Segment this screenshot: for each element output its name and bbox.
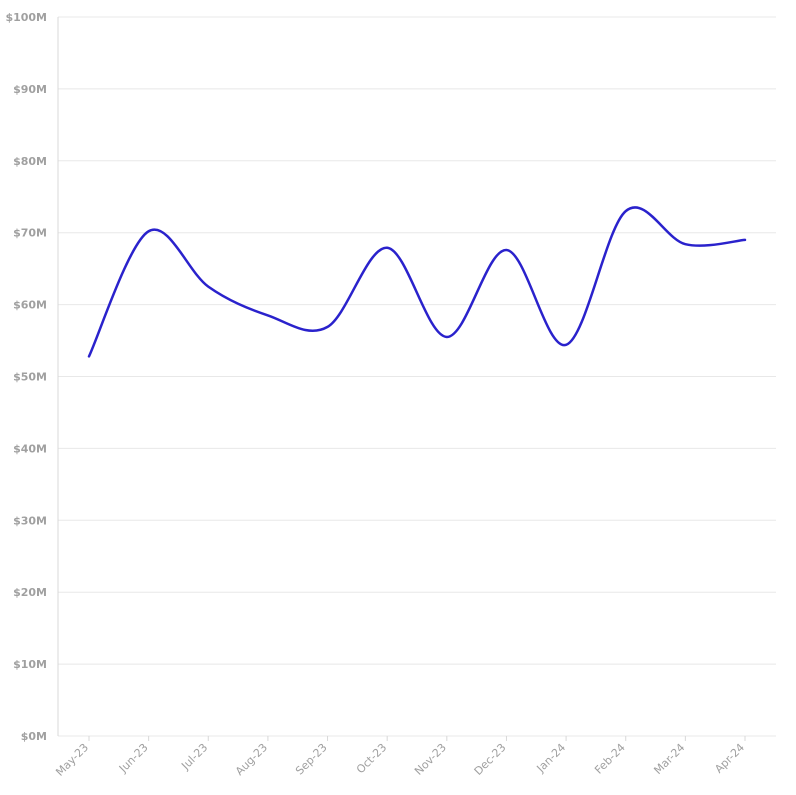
x-tick-label: Feb-24 — [592, 741, 628, 777]
x-tick-label: Sep-23 — [293, 741, 330, 778]
y-tick-label: $70M — [13, 227, 47, 240]
series-lines — [85, 206, 749, 360]
data-point[interactable] — [562, 341, 570, 349]
y-tick-label: $20M — [13, 586, 47, 599]
x-tick-label: Nov-23 — [412, 741, 449, 778]
x-tick-label: Dec-23 — [472, 741, 509, 778]
data-point[interactable] — [681, 240, 689, 248]
y-tick-label: $90M — [13, 83, 47, 96]
y-tick-label: $0M — [21, 730, 47, 743]
y-tick-label: $40M — [13, 442, 47, 455]
x-tick-label: Oct-23 — [354, 741, 389, 776]
data-point[interactable] — [502, 246, 510, 254]
y-tick-label: $50M — [13, 371, 47, 384]
x-tick-label: Apr-24 — [712, 741, 747, 776]
y-tick-label: $100M — [5, 11, 47, 24]
series-line-0 — [87, 206, 747, 358]
y-tick-label: $80M — [13, 155, 47, 168]
data-point[interactable] — [145, 227, 153, 235]
data-point[interactable] — [383, 244, 391, 252]
x-tick-label: Jul-23 — [178, 741, 210, 773]
grid-lines — [57, 16, 776, 737]
data-point[interactable] — [85, 352, 93, 360]
data-point[interactable] — [443, 333, 451, 341]
data-point[interactable] — [204, 283, 212, 291]
data-point[interactable] — [741, 236, 749, 244]
x-axis-tick-labels: May-23 Jun-23 Jul-23 Aug-23 Sep-23 Oct-23 Nov-… — [53, 736, 747, 779]
x-tick-label: Aug-23 — [233, 741, 270, 778]
x-tick-label: May-23 — [53, 741, 91, 779]
y-tick-label: $10M — [13, 658, 47, 671]
y-axis-tick-labels: $0M $10M $20M $30M $40M $50M $60M $70M $80M $90M $… — [5, 11, 47, 743]
x-tick-label: Jun-23 — [116, 741, 151, 776]
x-tick-label: Mar-24 — [651, 741, 687, 777]
x-tick-label: Jan-24 — [534, 741, 569, 776]
data-point[interactable] — [622, 207, 630, 215]
data-point[interactable] — [264, 311, 272, 319]
y-tick-label: $30M — [13, 514, 47, 527]
y-tick-label: $60M — [13, 299, 47, 312]
data-point[interactable] — [324, 323, 332, 331]
